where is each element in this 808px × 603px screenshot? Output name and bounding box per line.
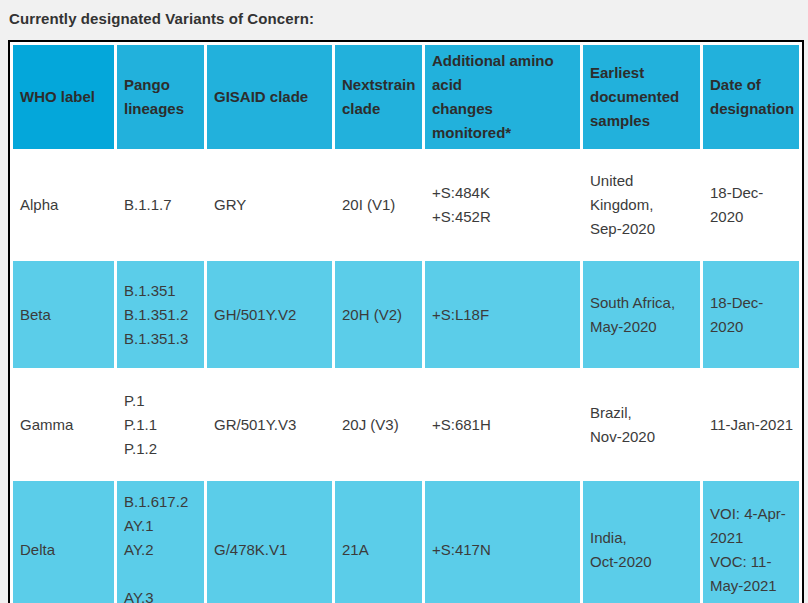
- header-earliest-documented-samples: Earliest documented samples: [583, 45, 700, 149]
- cell-earliest-samples: South Africa, May-2020: [583, 261, 700, 368]
- cell-date-of-designation: 11-Jan-2021: [703, 371, 799, 478]
- table-row-alpha: Alpha B.1.1.7 GRY 20I (V1) +S:484K +S:45…: [13, 152, 799, 258]
- cell-who-label: Beta: [13, 261, 114, 368]
- cell-pango-lineages: P.1 P.1.1 P.1.2: [117, 371, 204, 478]
- cell-pango-lineages: B.1.1.7: [117, 152, 204, 258]
- header-date-of-designation: Date of designation: [703, 45, 799, 149]
- page-title: Currently designated Variants of Concern…: [9, 10, 800, 27]
- header-pango-lineages: Pango lineages: [117, 45, 204, 149]
- cell-who-label: Delta: [13, 481, 114, 603]
- table-row-gamma: Gamma P.1 P.1.1 P.1.2 GR/501Y.V3 20J (V3…: [13, 371, 799, 478]
- cell-pango-lineages: B.1.351 B.1.351.2 B.1.351.3: [117, 261, 204, 368]
- cell-earliest-samples: Brazil, Nov-2020: [583, 371, 700, 478]
- cell-gisaid-clade: G/478K.V1: [207, 481, 332, 603]
- header-nextstrain-clade: Nextstrain clade: [335, 45, 422, 149]
- header-additional-amino-acid-changes: Additional amino acid changes monitored*: [425, 45, 580, 149]
- cell-earliest-samples: United Kingdom, Sep-2020: [583, 152, 700, 258]
- cell-additional-changes: +S:L18F: [425, 261, 580, 368]
- cell-date-of-designation: VOI: 4-Apr- 2021 VOC: 11- May-2021: [703, 481, 799, 603]
- cell-gisaid-clade: GH/501Y.V2: [207, 261, 332, 368]
- header-who-label: WHO label: [13, 45, 114, 149]
- cell-additional-changes: +S:417N: [425, 481, 580, 603]
- cell-nextstrain-clade: 21A: [335, 481, 422, 603]
- cell-additional-changes: +S:484K +S:452R: [425, 152, 580, 258]
- cell-pango-lineages: B.1.617.2 AY.1 AY.2 AY.3: [117, 481, 204, 603]
- cell-nextstrain-clade: 20I (V1): [335, 152, 422, 258]
- header-gisaid-clade: GISAID clade: [207, 45, 332, 149]
- variants-of-concern-table: WHO label Pango lineages GISAID clade Ne…: [8, 40, 804, 603]
- table-row-delta: Delta B.1.617.2 AY.1 AY.2 AY.3 G/478K.V1…: [13, 481, 799, 603]
- table-header-row: WHO label Pango lineages GISAID clade Ne…: [13, 45, 799, 149]
- cell-nextstrain-clade: 20H (V2): [335, 261, 422, 368]
- cell-earliest-samples: India, Oct-2020: [583, 481, 700, 603]
- cell-who-label: Gamma: [13, 371, 114, 478]
- page: Currently designated Variants of Concern…: [0, 0, 808, 603]
- table-row-beta: Beta B.1.351 B.1.351.2 B.1.351.3 GH/501Y…: [13, 261, 799, 368]
- cell-date-of-designation: 18-Dec-2020: [703, 152, 799, 258]
- cell-who-label: Alpha: [13, 152, 114, 258]
- cell-additional-changes: +S:681H: [425, 371, 580, 478]
- cell-date-of-designation: 18-Dec-2020: [703, 261, 799, 368]
- cell-gisaid-clade: GR/501Y.V3: [207, 371, 332, 478]
- cell-gisaid-clade: GRY: [207, 152, 332, 258]
- cell-nextstrain-clade: 20J (V3): [335, 371, 422, 478]
